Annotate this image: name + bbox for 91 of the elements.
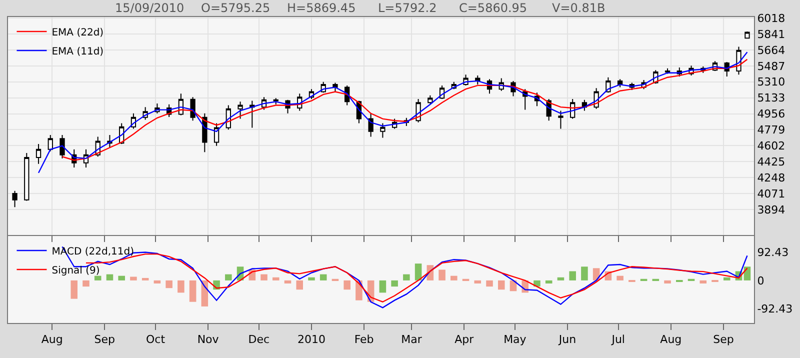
- y-tick-label: 5841: [757, 28, 786, 41]
- candlestick: [332, 82, 338, 92]
- x-tick-label: Feb: [354, 333, 374, 346]
- text: 15/09/2010: [115, 1, 184, 15]
- text: L=5792.2: [378, 1, 437, 15]
- bar: [498, 280, 505, 290]
- y-tick-label: 4425: [757, 155, 786, 168]
- y-tick-label: 4956: [757, 108, 786, 121]
- bar: [225, 274, 232, 280]
- bar: [130, 276, 137, 280]
- y-tick-label: 5133: [757, 92, 786, 105]
- x-tick-label: Aug: [660, 333, 682, 346]
- y-tick-label: 4779: [757, 124, 786, 137]
- bar: [486, 280, 493, 287]
- bar: [545, 280, 552, 284]
- bar: [344, 280, 350, 290]
- bar: [744, 266, 751, 280]
- y-tick-label: 0: [757, 274, 764, 288]
- x-tick-label: Apr: [454, 333, 474, 346]
- bar: [569, 271, 576, 280]
- candlestick: [12, 190, 18, 208]
- y-tick-label: 5310: [757, 76, 786, 89]
- legend-label: EMA (11d): [52, 46, 104, 58]
- x-tick-label: Sep: [713, 333, 734, 346]
- candlestick: [664, 68, 670, 74]
- x-tick-label: Oct: [146, 333, 166, 346]
- candlestick: [380, 122, 386, 138]
- bar: [296, 280, 304, 290]
- x-tick-label: Dec: [248, 333, 270, 346]
- y-tick-label: 4248: [757, 171, 786, 184]
- bar: [474, 280, 482, 284]
- bar: [94, 276, 102, 280]
- candlestick: [250, 100, 255, 128]
- x-tick-label: Mar: [401, 333, 422, 346]
- bar: [379, 280, 386, 293]
- y-tick-label: 4602: [757, 139, 786, 152]
- bar: [450, 276, 458, 280]
- candlestick: [60, 134, 65, 159]
- legend-label: EMA (22d): [52, 27, 104, 38]
- candlestick: [36, 144, 42, 164]
- bar: [664, 280, 671, 284]
- bar: [414, 264, 422, 280]
- candlestick: [368, 112, 374, 138]
- bar: [557, 277, 564, 280]
- bar: [82, 280, 90, 287]
- bar: [178, 280, 184, 293]
- bar: [616, 276, 624, 280]
- bar: [700, 280, 707, 284]
- bar: [260, 274, 268, 280]
- candlestick: [24, 152, 30, 202]
- bar: [308, 277, 315, 280]
- x-tick-label: Jul: [610, 333, 625, 346]
- bar: [106, 274, 114, 280]
- bar: [581, 266, 588, 280]
- y-tick-label: 6018: [757, 12, 786, 25]
- y-tick-label: 5664: [757, 44, 786, 57]
- text: C=5860.95: [459, 1, 528, 15]
- bar: [70, 280, 78, 299]
- candlestick: [238, 101, 243, 120]
- line-series: [62, 58, 748, 161]
- x-tick-label: Sep: [94, 333, 116, 346]
- text: H=5869.45: [287, 1, 356, 15]
- candlestick: [428, 94, 433, 104]
- y-tick-label: 92.43: [757, 246, 789, 259]
- text: V=0.81B: [552, 1, 606, 15]
- bar: [284, 280, 292, 284]
- y-tick-label: 4071: [757, 187, 786, 200]
- y-tick-label: 3894: [757, 203, 786, 216]
- x-tick-label: Aug: [41, 333, 63, 346]
- text: O=5795.25: [201, 1, 270, 15]
- candlestick: [744, 30, 750, 39]
- x-tick-label: Jun: [558, 333, 576, 346]
- x-tick-label: May: [504, 333, 527, 346]
- bar: [723, 277, 730, 280]
- bar: [154, 280, 161, 284]
- x-tick-label: 2010: [297, 333, 326, 346]
- x-tick-label: Nov: [197, 333, 220, 346]
- y-tick-label: -92.43: [757, 302, 793, 316]
- candlestick: [558, 110, 564, 130]
- bar: [391, 280, 398, 287]
- bar: [118, 276, 125, 280]
- bar: [142, 278, 149, 280]
- bar: [166, 280, 172, 288]
- bar: [272, 277, 280, 280]
- candlestick: [273, 98, 278, 105]
- bar: [189, 280, 196, 302]
- bar: [438, 270, 446, 280]
- y-tick-label: 5487: [757, 60, 786, 73]
- bar: [403, 274, 410, 280]
- bar: [320, 274, 327, 280]
- legend-label: Signal (9): [52, 265, 100, 276]
